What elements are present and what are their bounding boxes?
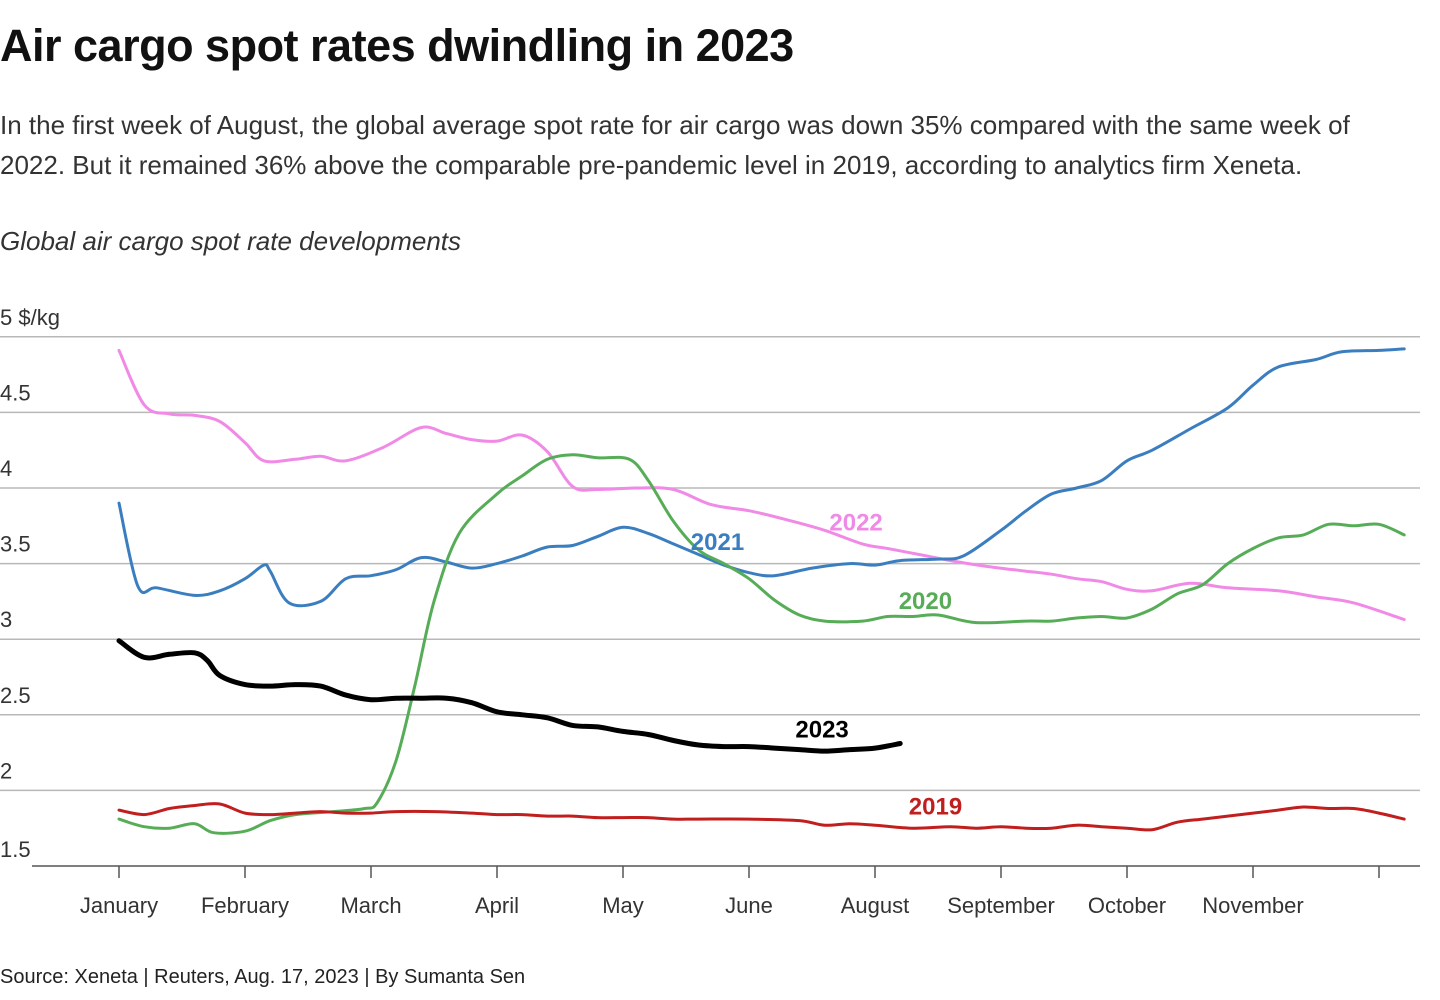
series-lines	[116, 347, 1406, 835]
x-tick-label: November	[1202, 893, 1303, 918]
series-line-2023	[116, 638, 903, 754]
series-labels: 2022 2021 2020 2023 2019	[691, 509, 962, 820]
chart-description: Global air cargo spot rate developments	[0, 226, 462, 256]
series-line-2019	[117, 802, 1406, 832]
series-label-2020: 2020	[899, 588, 952, 615]
y-axis-labels: 5 $/kg 4.5 4 3.5 3 2.5 2 1.5	[0, 305, 60, 862]
y-tick-label: 5 $/kg	[0, 305, 60, 330]
x-tick-label: February	[201, 893, 289, 918]
series-label-2023: 2023	[795, 716, 848, 743]
y-tick-label: 2	[0, 758, 12, 783]
x-tick-label: March	[340, 893, 401, 918]
x-tick-label: May	[602, 893, 644, 918]
x-tick-label: April	[475, 893, 519, 918]
chart-title-main: Air cargo spot rates dwindling in 2023	[0, 20, 794, 71]
x-tick-label: August	[841, 893, 910, 918]
series-line-2021	[117, 347, 1406, 608]
series-line-2022	[117, 348, 1406, 621]
series-line-2020	[117, 453, 1406, 835]
x-tick-label: October	[1088, 893, 1166, 918]
chart-subtitle: In the first week of August, the global …	[0, 110, 1350, 180]
series-label-2019: 2019	[909, 794, 962, 821]
series-label-2021: 2021	[691, 529, 744, 556]
y-tick-label: 1.5	[0, 837, 31, 862]
x-tick-label: September	[947, 893, 1055, 918]
line-chart: 5 $/kg 4.5 4 3.5 3 2.5 2 1.5 January February Mar…	[0, 305, 1420, 918]
x-axis: January February March April May June August Se…	[32, 865, 1420, 918]
y-tick-label: 4	[0, 456, 12, 481]
source-note: Source: Xeneta | Reuters, Aug. 17, 2023 …	[0, 966, 526, 988]
series-label-2022: 2022	[829, 509, 882, 536]
y-tick-label: 3	[0, 607, 12, 632]
y-tick-label: 3.5	[0, 532, 31, 557]
x-tick-label: June	[725, 893, 773, 918]
x-tick-label: January	[80, 893, 158, 918]
y-tick-label: 2.5	[0, 683, 31, 708]
gridlines	[0, 336, 1420, 792]
y-tick-label: 4.5	[0, 380, 31, 405]
